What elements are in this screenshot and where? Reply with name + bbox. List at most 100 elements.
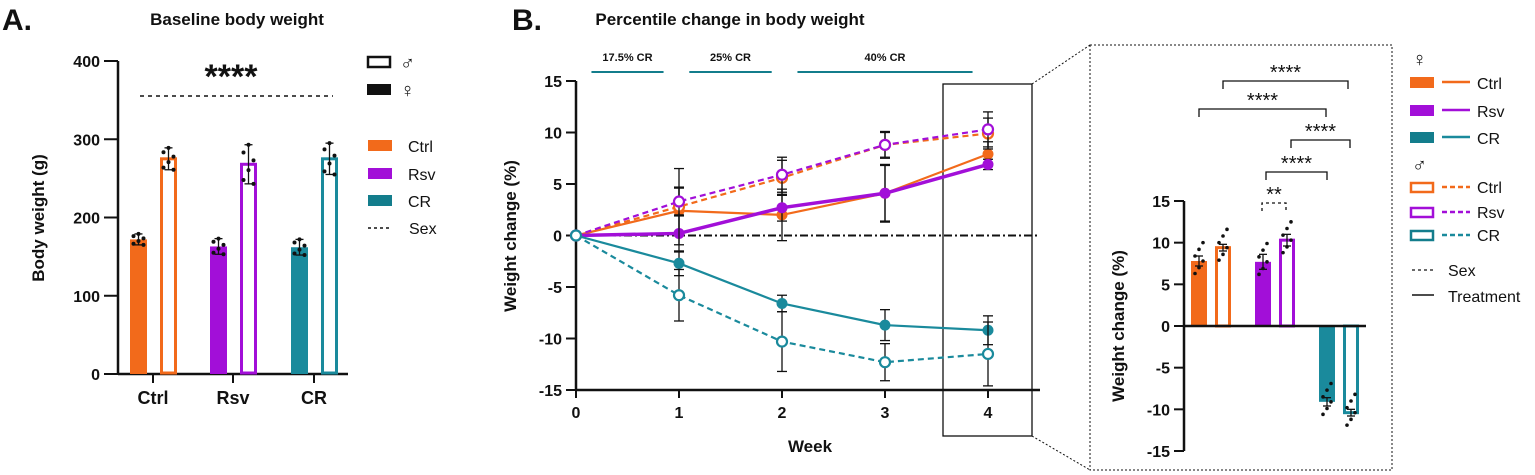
- inset-data-point: [1329, 400, 1333, 404]
- significance-label: ****: [1305, 121, 1336, 143]
- inset-y-tick-label: -15: [1147, 444, 1170, 461]
- inset-data-point: [1261, 266, 1265, 271]
- inset-y-tick-label: -10: [1147, 402, 1170, 419]
- cr-period-label: 40% CR: [865, 52, 906, 64]
- panel-a-data-point: [131, 234, 136, 239]
- panel-a-data-point: [322, 169, 327, 174]
- panel-b-ylabel: Weight change (%): [501, 160, 520, 312]
- legend-a-cr-label: CR: [408, 194, 431, 211]
- panel-a-x-tick-label: Rsv: [216, 388, 249, 408]
- inset-data-point: [1193, 271, 1197, 276]
- inset-data-point: [1201, 259, 1205, 263]
- inset-data-point: [1217, 240, 1221, 245]
- panel-b-y-tick-label: 0: [553, 229, 562, 246]
- data-point-male-cr: [981, 347, 995, 361]
- inset-data-point: [1325, 388, 1329, 392]
- panel-a-y-tick-label: 400: [73, 54, 100, 71]
- inset-data-point: [1285, 245, 1289, 249]
- legend-b-treatment-label: Treatment: [1448, 289, 1521, 306]
- panel-b-x-tick-label: 0: [572, 405, 581, 422]
- panel-a-data-point: [292, 251, 297, 256]
- inset-data-point: [1261, 248, 1265, 252]
- inset-y-tick-label: 15: [1152, 194, 1170, 211]
- inset-data-point: [1353, 392, 1357, 397]
- panel-a-y-tick-label: 300: [73, 132, 100, 149]
- panel-a-data-point: [251, 158, 256, 163]
- legend-a-sex-label: Sex: [409, 221, 437, 238]
- inset-frame: [1089, 44, 1393, 471]
- panel-a-data-point: [327, 141, 332, 146]
- significance-bracket: [1198, 108, 1327, 117]
- legend-b-male-header: ♂: [1412, 155, 1427, 177]
- panel-a-data-point: [131, 241, 136, 246]
- inset-data-point: [1265, 241, 1269, 246]
- panel-a-data-point: [136, 231, 141, 236]
- data-point-male-rsv: [878, 138, 892, 151]
- panel-b-y-tick-label: 15: [544, 74, 562, 91]
- legend-b-female-rsv-label: Rsv: [1477, 104, 1505, 121]
- panel-a-data-point: [136, 239, 141, 244]
- panel-b-y-tick-label: -5: [548, 280, 562, 297]
- legend-a-female-swatch: [367, 84, 391, 95]
- legend-b-male-ctrl-label: Ctrl: [1477, 180, 1502, 197]
- inset-data-point: [1349, 399, 1353, 403]
- panel-b-x-tick-label: 4: [984, 405, 993, 422]
- inset-data-point: [1225, 227, 1229, 232]
- inset-data-point: [1329, 381, 1333, 386]
- legend-a-rsv-label: Rsv: [408, 167, 436, 184]
- panel-a-x-tick-label: CR: [301, 388, 327, 408]
- significance-label: ****: [1270, 62, 1301, 84]
- panel-a-data-point: [171, 167, 176, 172]
- panel-a-data-point: [211, 250, 216, 255]
- zoom-connector-top: [1031, 44, 1091, 85]
- data-point-female-ctrl: [982, 148, 994, 160]
- panel-b-x-tick-label: 2: [778, 405, 787, 422]
- cr-period-label: 17.5% CR: [602, 52, 652, 64]
- significance-bracket: [1222, 80, 1349, 89]
- inset-data-point: [1201, 240, 1205, 245]
- panel-a-data-point: [297, 237, 302, 242]
- legend-b-male-ctrl-swatch: [1409, 181, 1435, 194]
- legend-b-female-cr-label: CR: [1477, 131, 1500, 148]
- panel-b-y-tick-label: -15: [539, 383, 562, 400]
- panel-a-y-tick-label: 200: [73, 211, 100, 228]
- inset-data-point: [1345, 405, 1349, 410]
- panel-a-y-tick-label: 0: [91, 367, 100, 384]
- panel-b-x-tick-label: 3: [881, 405, 890, 422]
- panel-a-data-point: [302, 253, 307, 258]
- legend-b-male-rsv-swatch: [1409, 206, 1435, 219]
- panel-a-bar: [321, 157, 338, 375]
- panel-b-y-tick-label: -10: [539, 332, 562, 349]
- panel-a-data-point: [141, 242, 146, 247]
- inset-data-point: [1193, 254, 1197, 258]
- significance-bracket: [1265, 171, 1328, 180]
- legend-a-ctrl-label: Ctrl: [408, 139, 433, 156]
- data-point-male-cr: [672, 289, 686, 302]
- inset-bar-female-rsv: [1255, 261, 1271, 326]
- legend-b-female-ctrl-swatch: [1410, 77, 1434, 88]
- data-point-male-cr: [569, 229, 583, 242]
- inset-data-point: [1353, 410, 1357, 415]
- panel-a-bar: [240, 162, 257, 375]
- inset-ylabel: Weight change (%): [1109, 250, 1128, 402]
- legend-a-male-swatch: [366, 55, 392, 69]
- panel-a-data-point: [161, 165, 166, 170]
- inset-data-point: [1289, 238, 1293, 242]
- inset-data-point: [1325, 406, 1329, 411]
- panel-a-data-point: [216, 246, 221, 251]
- panel-a-data-point: [292, 240, 297, 245]
- data-point-female-rsv: [776, 202, 788, 214]
- inset-data-point: [1221, 234, 1225, 238]
- inset-data-point: [1321, 395, 1325, 399]
- panel-b-title: Percentile change in body weight: [595, 10, 865, 29]
- panel-a-data-point: [241, 177, 246, 182]
- panel-a-data-point: [246, 168, 251, 173]
- inset-data-point: [1197, 265, 1201, 270]
- panel-a-data-point: [171, 154, 176, 159]
- significance-label: ****: [1247, 90, 1278, 112]
- panel-b-y-tick-label: 5: [553, 177, 562, 194]
- inset-data-point: [1281, 233, 1285, 237]
- inset-data-point: [1257, 255, 1261, 259]
- panel-a-data-point: [221, 242, 226, 247]
- legend-b-sex-label: Sex: [1448, 263, 1476, 280]
